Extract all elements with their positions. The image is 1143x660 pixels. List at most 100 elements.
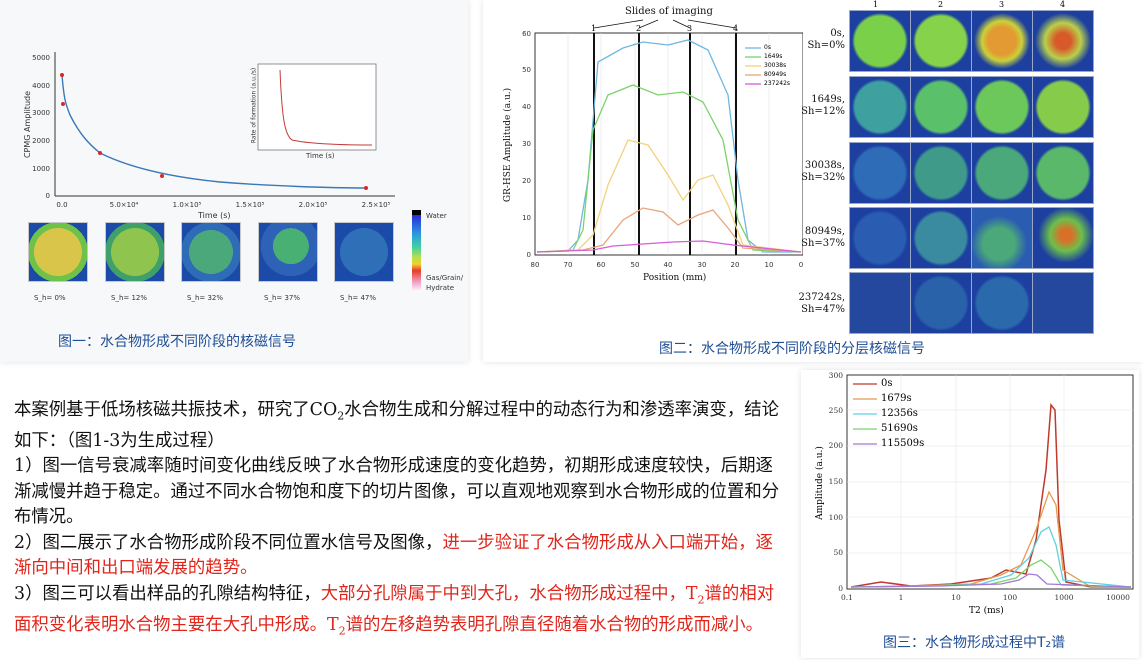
svg-text:30: 30: [698, 261, 707, 269]
figure2-img-r4c3: [971, 207, 1033, 269]
figure1-slice-2: [105, 222, 165, 282]
conclusion-text: 本案例基于低场核磁共振技术，研究了CO2水合物生成和分解过程中的动态行为和渗透率…: [14, 398, 784, 644]
svg-text:1000: 1000: [1054, 593, 1073, 602]
svg-text:100: 100: [1003, 593, 1018, 602]
figure3-caption: 图三：水合物形成过程中T₂谱: [883, 635, 1066, 651]
figure2-img-r1c2: [910, 10, 972, 72]
figure3-legend-5: 115509s: [881, 438, 925, 449]
figure1-slice-5: [334, 222, 394, 282]
figure2-legend-1: 0s: [764, 44, 771, 51]
svg-text:0.1: 0.1: [841, 593, 853, 602]
figure2-col-3: 3: [999, 0, 1005, 9]
figure2-img-r2c4: [1032, 76, 1094, 138]
figure3-chart: 0 50 100 150 200 250 300 0.1 1 10 100 1000 10000: [829, 371, 1134, 602]
svg-text:4000: 4000: [32, 82, 50, 90]
figure3-panel: 0 50 100 150 200 250 300 0.1 1 10 100 1000 10000 …: [801, 370, 1139, 658]
figure3-legend-4: 51690s: [881, 423, 918, 434]
svg-text:0: 0: [838, 584, 843, 593]
figure2-col-2: 2: [938, 0, 944, 9]
svg-text:20: 20: [731, 261, 740, 269]
figure3-legend-2: 1679s: [881, 393, 912, 404]
figure2-col-1: 1: [873, 0, 879, 9]
svg-text:30: 30: [522, 140, 531, 148]
figure2-slide-4: 4: [733, 24, 739, 33]
svg-text:0: 0: [799, 261, 803, 269]
figure1-caption: 图一：水合物形成不同阶段的核磁信号: [58, 334, 296, 350]
figure1-slice-label-1: S_h= 0%: [34, 294, 66, 302]
figure2-legend-3: 30038s: [764, 62, 787, 69]
svg-text:40: 40: [664, 261, 673, 269]
figure2-img-r4c1: [849, 207, 911, 269]
svg-text:70: 70: [564, 261, 573, 269]
figure2-img-r1c3: [971, 10, 1033, 72]
figure2-chart: 0 10 20 30 40 50 60 80 70 60 50 40 30 20 10 0: [522, 19, 803, 269]
paragraph-3: 3）图三可以看出样品的孔隙结构特征，大部分孔隙属于中到大孔，水合物形成过程中，T…: [14, 583, 775, 638]
svg-text:5.0×10⁴: 5.0×10⁴: [110, 201, 139, 209]
svg-text:20: 20: [522, 177, 531, 185]
svg-text:300: 300: [829, 371, 844, 380]
figure1-slice-1: [28, 222, 88, 282]
figure2-ylabel: GR-HSE Amplitude (a.u.): [503, 87, 514, 203]
figure3-legend-1: 0s: [881, 378, 893, 389]
figure2-legend-4: 80949s: [764, 71, 787, 78]
paragraph-intro: 本案例基于低场核磁共振技术，研究了CO2水合物生成和分解过程中的动态行为和渗透率…: [14, 400, 779, 451]
figure1-slice-label-5: S_h= 47%: [340, 294, 377, 302]
figure1-slice-label-4: S_h= 37%: [264, 294, 301, 302]
svg-text:50: 50: [833, 548, 843, 557]
svg-text:5000: 5000: [32, 54, 50, 62]
figure1-colorbar-water: Water: [426, 212, 447, 220]
figure1-slice-label-3: S_h= 32%: [187, 294, 224, 302]
figure1-ylabel: CPMG Amplitude: [23, 90, 33, 159]
svg-text:200: 200: [829, 441, 844, 450]
figure2-img-r3c3: [971, 142, 1033, 204]
svg-text:10000: 10000: [1106, 593, 1130, 602]
paragraph-2: 2）图二展示了水合物形成阶段不同位置水信号及图像，进一步验证了水合物形成从入口端…: [14, 532, 773, 579]
svg-text:2.5×10⁵: 2.5×10⁵: [362, 201, 391, 209]
svg-text:80: 80: [531, 261, 540, 269]
figure1-colorbar-gas: Gas/Grain/: [426, 274, 464, 282]
svg-text:0: 0: [527, 251, 531, 259]
svg-text:0: 0: [46, 192, 50, 200]
svg-text:60: 60: [597, 261, 606, 269]
figure2-img-r2c1: [849, 76, 911, 138]
figure2-img-r4c4: [1032, 207, 1094, 269]
figure2-slide-3: 3: [687, 24, 693, 33]
figure2-img-r3c2: [910, 142, 972, 204]
figure2-row2-label: 1649s, Sh=12%: [801, 94, 845, 117]
figure2-img-r5c2: [910, 272, 972, 334]
figure2-col-4: 4: [1060, 0, 1066, 9]
svg-text:2.0×10⁵: 2.0×10⁵: [299, 201, 328, 209]
figure2-title: Slides of imaging: [625, 6, 713, 17]
figure1-colorbar: [412, 210, 421, 292]
svg-text:60: 60: [522, 30, 531, 38]
figure3-xlabel: T2 (ms): [969, 606, 1004, 616]
figure2-img-r5c3: [971, 272, 1033, 334]
figure2-img-r5c4: [1032, 272, 1094, 334]
figure1-slice-3: [181, 222, 241, 282]
figure1-colorbar-hydrate: Hydrate: [426, 284, 455, 292]
figure2-slide-1: 1: [591, 24, 597, 33]
svg-text:3000: 3000: [32, 109, 50, 117]
figure2-legend-5: 237242s: [764, 80, 791, 87]
svg-text:2000: 2000: [32, 137, 50, 145]
figure1-xlabel: Time (s): [198, 211, 231, 220]
svg-text:50: 50: [631, 261, 640, 269]
figure2-caption: 图二：水合物形成不同阶段的分层核磁信号: [659, 341, 925, 357]
svg-text:40: 40: [522, 103, 531, 111]
svg-text:1.0×10⁵: 1.0×10⁵: [173, 201, 202, 209]
figure2-img-r1c1: [849, 10, 911, 72]
figure2-slide-2: 2: [636, 24, 642, 33]
figure1-inset-xlabel: Time (s): [306, 152, 335, 160]
svg-text:1.5×10⁵: 1.5×10⁵: [236, 201, 265, 209]
figure2-xlabel: Position (mm): [643, 273, 707, 283]
figure3-ylabel: Amplitude (a.u.): [814, 446, 825, 520]
figure2-img-r3c1: [849, 142, 911, 204]
figure2-row5-label: 237242s, Sh=47%: [798, 292, 845, 315]
svg-text:1000: 1000: [32, 165, 50, 173]
figure2-row1-label: 0s, Sh=0%: [807, 28, 845, 51]
figure2-img-r5c1: [849, 272, 911, 334]
svg-text:150: 150: [829, 477, 844, 486]
svg-text:10: 10: [765, 261, 774, 269]
svg-text:250: 250: [829, 406, 844, 415]
figure1-slice-4: [258, 222, 318, 282]
